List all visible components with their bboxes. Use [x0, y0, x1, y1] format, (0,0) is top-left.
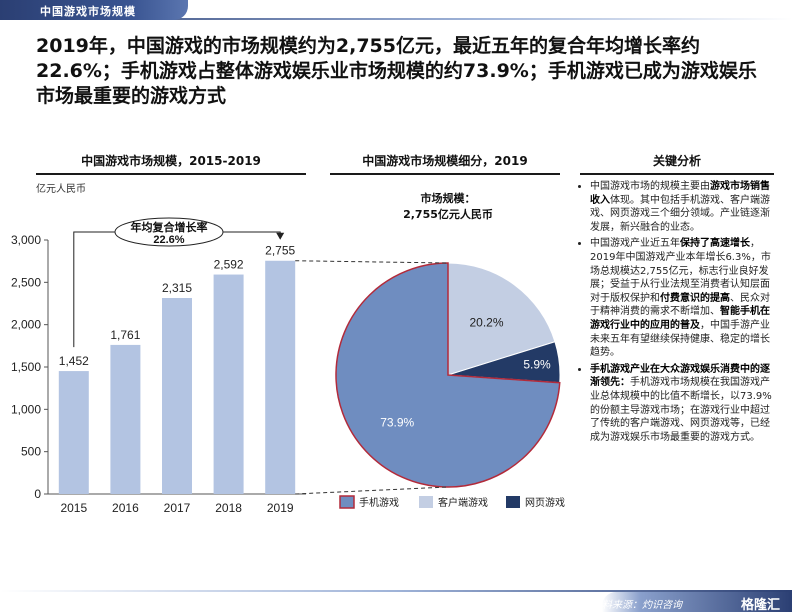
connector-bottom	[295, 486, 449, 495]
bar-chart-title: 中国游戏市场规模，2015-2019	[81, 154, 261, 168]
pie-value-label: 5.9%	[523, 358, 551, 372]
bar-value-label: 2,755	[265, 244, 295, 258]
pie-callout-value: 2,755亿元人民币	[403, 207, 493, 221]
analysis-text-run: ，中国手游产业未来五年有望继续保持健康、稳定的增长趋势。	[590, 319, 770, 359]
y-tick-label: 2,000	[11, 318, 41, 332]
x-tick-label: 2019	[267, 501, 294, 515]
analysis-text-run: 体现。其中包括手机游戏、客户端游戏、网页游戏三个细分领域。产业链逐渐发展，新兴融…	[590, 194, 770, 233]
cagr-value: 22.6%	[153, 234, 184, 246]
legend-label: 客户端游戏	[438, 496, 488, 509]
analysis-text-run: 、民众对于精神消费的需求不断增加、	[590, 292, 770, 318]
cagr-label: 年均复合增长率	[131, 220, 208, 234]
analysis-text-run: 中国游戏市场的规模主要由	[590, 181, 710, 192]
banner-title: 中国游戏市场规模	[40, 5, 136, 18]
footer: 资料来源：灼识咨询 格隆汇	[0, 588, 792, 613]
bar-title-rule	[36, 173, 306, 175]
footer-rule	[0, 590, 792, 592]
analysis-emphasis: 手机游戏产业在大众游戏娱乐消费中的逐渐领先：	[590, 363, 770, 389]
banner-rule	[0, 18, 792, 20]
legend-swatch	[419, 496, 433, 508]
bar-2017	[162, 297, 192, 494]
analysis-text-run: 中国游戏产业近五年	[590, 238, 680, 250]
bar-2015	[58, 371, 89, 494]
banner-tab	[0, 0, 188, 20]
bar-2016	[110, 344, 141, 494]
y-tick-label: 2,500	[11, 275, 41, 289]
analysis-bullet: 中国游戏产业近五年保持了高速增长，2019年中国游戏产业本年增长6.3%，市场总…	[590, 237, 774, 359]
legend-label: 网页游戏	[525, 496, 565, 509]
bar-value-label: 2,592	[214, 258, 244, 272]
y-axis-unit: 亿元人民币	[36, 184, 86, 195]
y-tick-label: 3,000	[11, 233, 41, 247]
headline: 2019年，中国游戏的市场规模约为2,755亿元，最近五年的复合年均增长率约22…	[36, 35, 757, 107]
cagr-arrowhead	[276, 232, 285, 240]
legend-swatch	[339, 495, 355, 509]
analysis-title: 关键分析	[652, 154, 701, 168]
analysis-bullet: 手机游戏产业在大众游戏娱乐消费中的逐渐领先：手机游戏市场规模在我国游戏产业总体规…	[590, 363, 774, 445]
y-tick-label: 1,500	[11, 360, 41, 374]
analysis-text-run: 手机游戏市场规模在我国游戏产业总体规模中的比值不断增长，以73.9%的份额主导游…	[590, 377, 772, 443]
legend-swatch	[506, 496, 520, 508]
pie-value-label: 20.2%	[469, 316, 503, 330]
y-tick-label: 1,000	[11, 402, 41, 416]
analysis-bullet: 中国游戏市场的规模主要由游戏市场销售收入体现。其中包括手机游戏、客户端游戏、网页…	[590, 180, 774, 234]
connector-top	[295, 260, 449, 264]
bar-2018	[213, 274, 244, 494]
y-tick-label: 0	[34, 487, 41, 501]
bar-value-label: 1,761	[110, 328, 140, 342]
pie-value-label: 73.9%	[380, 415, 414, 429]
x-tick-label: 2017	[164, 501, 191, 515]
y-tick-label: 500	[21, 445, 41, 459]
pie-legend: 手机游戏 客户端游戏 网页游戏	[339, 495, 565, 509]
analysis-title-rule	[580, 173, 774, 175]
pie-chart-title: 中国游戏市场规模细分，2019	[362, 154, 528, 168]
analysis-emphasis: 保持了高速增长	[680, 238, 750, 250]
x-tick-label: 2018	[215, 501, 242, 515]
footer-tab	[602, 592, 792, 612]
analysis-text-run: ，2019年中国游戏产业本年增长6.3%，市场总规模达2,755亿元，标志行业良…	[590, 238, 771, 304]
x-tick-label: 2015	[60, 501, 87, 515]
analysis-list: 中国游戏市场的规模主要由游戏市场销售收入体现。其中包括手机游戏、客户端游戏、网页…	[580, 180, 774, 444]
cagr-badge	[114, 217, 224, 247]
bar-value-label: 1,452	[59, 354, 89, 368]
bar-2019	[265, 260, 296, 494]
bar-value-label: 2,315	[162, 281, 192, 295]
logo: 格隆汇	[740, 598, 780, 613]
analysis-text: 中国游戏市场的规模主要由游戏市场销售收入体现。其中包括手机游戏、客户端游戏、网页…	[580, 180, 774, 447]
analysis-emphasis: 智能手机在游戏行业中的应用的普及	[590, 306, 770, 331]
pie-title-rule	[330, 173, 560, 175]
pie-slice-outline	[335, 262, 561, 488]
pie-slice-1	[447, 262, 556, 376]
pie-callout-label: 市场规模：	[421, 191, 476, 205]
bar-chart: 0 500 1,000 1,500 2,000 2,500 3,000 1,452 2015 1,…	[11, 233, 306, 515]
analysis-emphasis: 付费意识的提高	[660, 292, 730, 304]
analysis-emphasis: 游戏市场销售收入	[590, 181, 770, 206]
pie-chart: 73.9% 20.2% 5.9% 市场规模： 2,755亿元人民币	[295, 191, 561, 495]
top-banner: 中国游戏市场规模	[0, 0, 792, 22]
source-note: 资料来源：灼识咨询	[592, 600, 682, 611]
x-tick-label: 2016	[112, 501, 139, 515]
legend-label: 手机游戏	[359, 496, 399, 509]
